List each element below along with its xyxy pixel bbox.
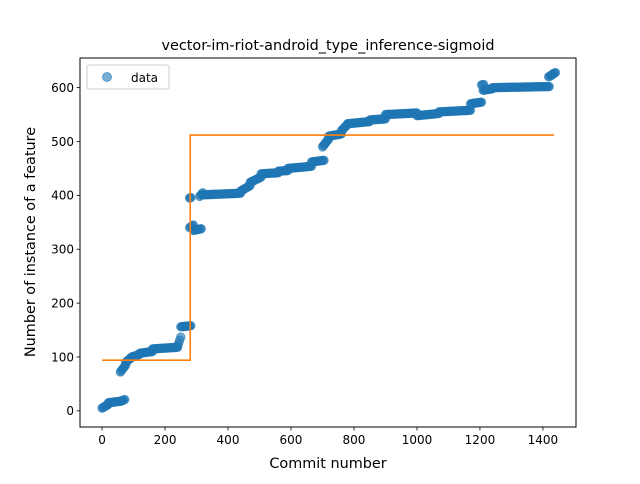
x-axis-label: Commit number bbox=[269, 456, 386, 472]
data-points bbox=[97, 67, 561, 413]
data-point bbox=[550, 67, 561, 78]
y-tick-label: 300 bbox=[51, 243, 74, 257]
legend: data bbox=[86, 64, 170, 90]
x-tick-label: 0 bbox=[98, 433, 106, 447]
x-tick-label: 600 bbox=[280, 433, 303, 447]
x-tick-label: 200 bbox=[154, 433, 177, 447]
data-point bbox=[120, 394, 130, 405]
axes-frame bbox=[79, 57, 577, 428]
x-tick-label: 1000 bbox=[402, 433, 433, 447]
data-point bbox=[176, 332, 186, 342]
y-axis-label: Number of instance of a feature bbox=[23, 127, 39, 357]
y-tick-label: 100 bbox=[51, 350, 74, 364]
x-tick-label: 1400 bbox=[528, 433, 559, 447]
y-ticks: 0 100 200 300 400 500 600 bbox=[51, 81, 80, 418]
plot-area bbox=[97, 67, 561, 413]
x-ticks: 0 200 400 600 800 1000 1200 1400 bbox=[98, 427, 558, 447]
y-tick-label: 200 bbox=[51, 296, 74, 310]
data-point bbox=[319, 155, 329, 166]
y-tick-label: 600 bbox=[51, 81, 74, 95]
fit-step-line bbox=[102, 134, 554, 361]
chart-title: vector-im-riot-android_type_inference-si… bbox=[162, 38, 495, 54]
legend-box bbox=[86, 64, 170, 90]
legend-label-data: data bbox=[131, 71, 158, 85]
data-point bbox=[544, 81, 554, 92]
data-point bbox=[196, 224, 206, 234]
x-tick-label: 1200 bbox=[465, 433, 496, 447]
x-tick-label: 400 bbox=[217, 433, 240, 447]
axes-background bbox=[80, 58, 576, 427]
y-tick-label: 0 bbox=[66, 404, 74, 418]
legend-marker-data bbox=[102, 72, 112, 82]
y-tick-label: 400 bbox=[51, 189, 74, 203]
x-tick-label: 800 bbox=[343, 433, 366, 447]
data-point bbox=[476, 97, 487, 107]
y-tick-label: 500 bbox=[51, 135, 74, 149]
